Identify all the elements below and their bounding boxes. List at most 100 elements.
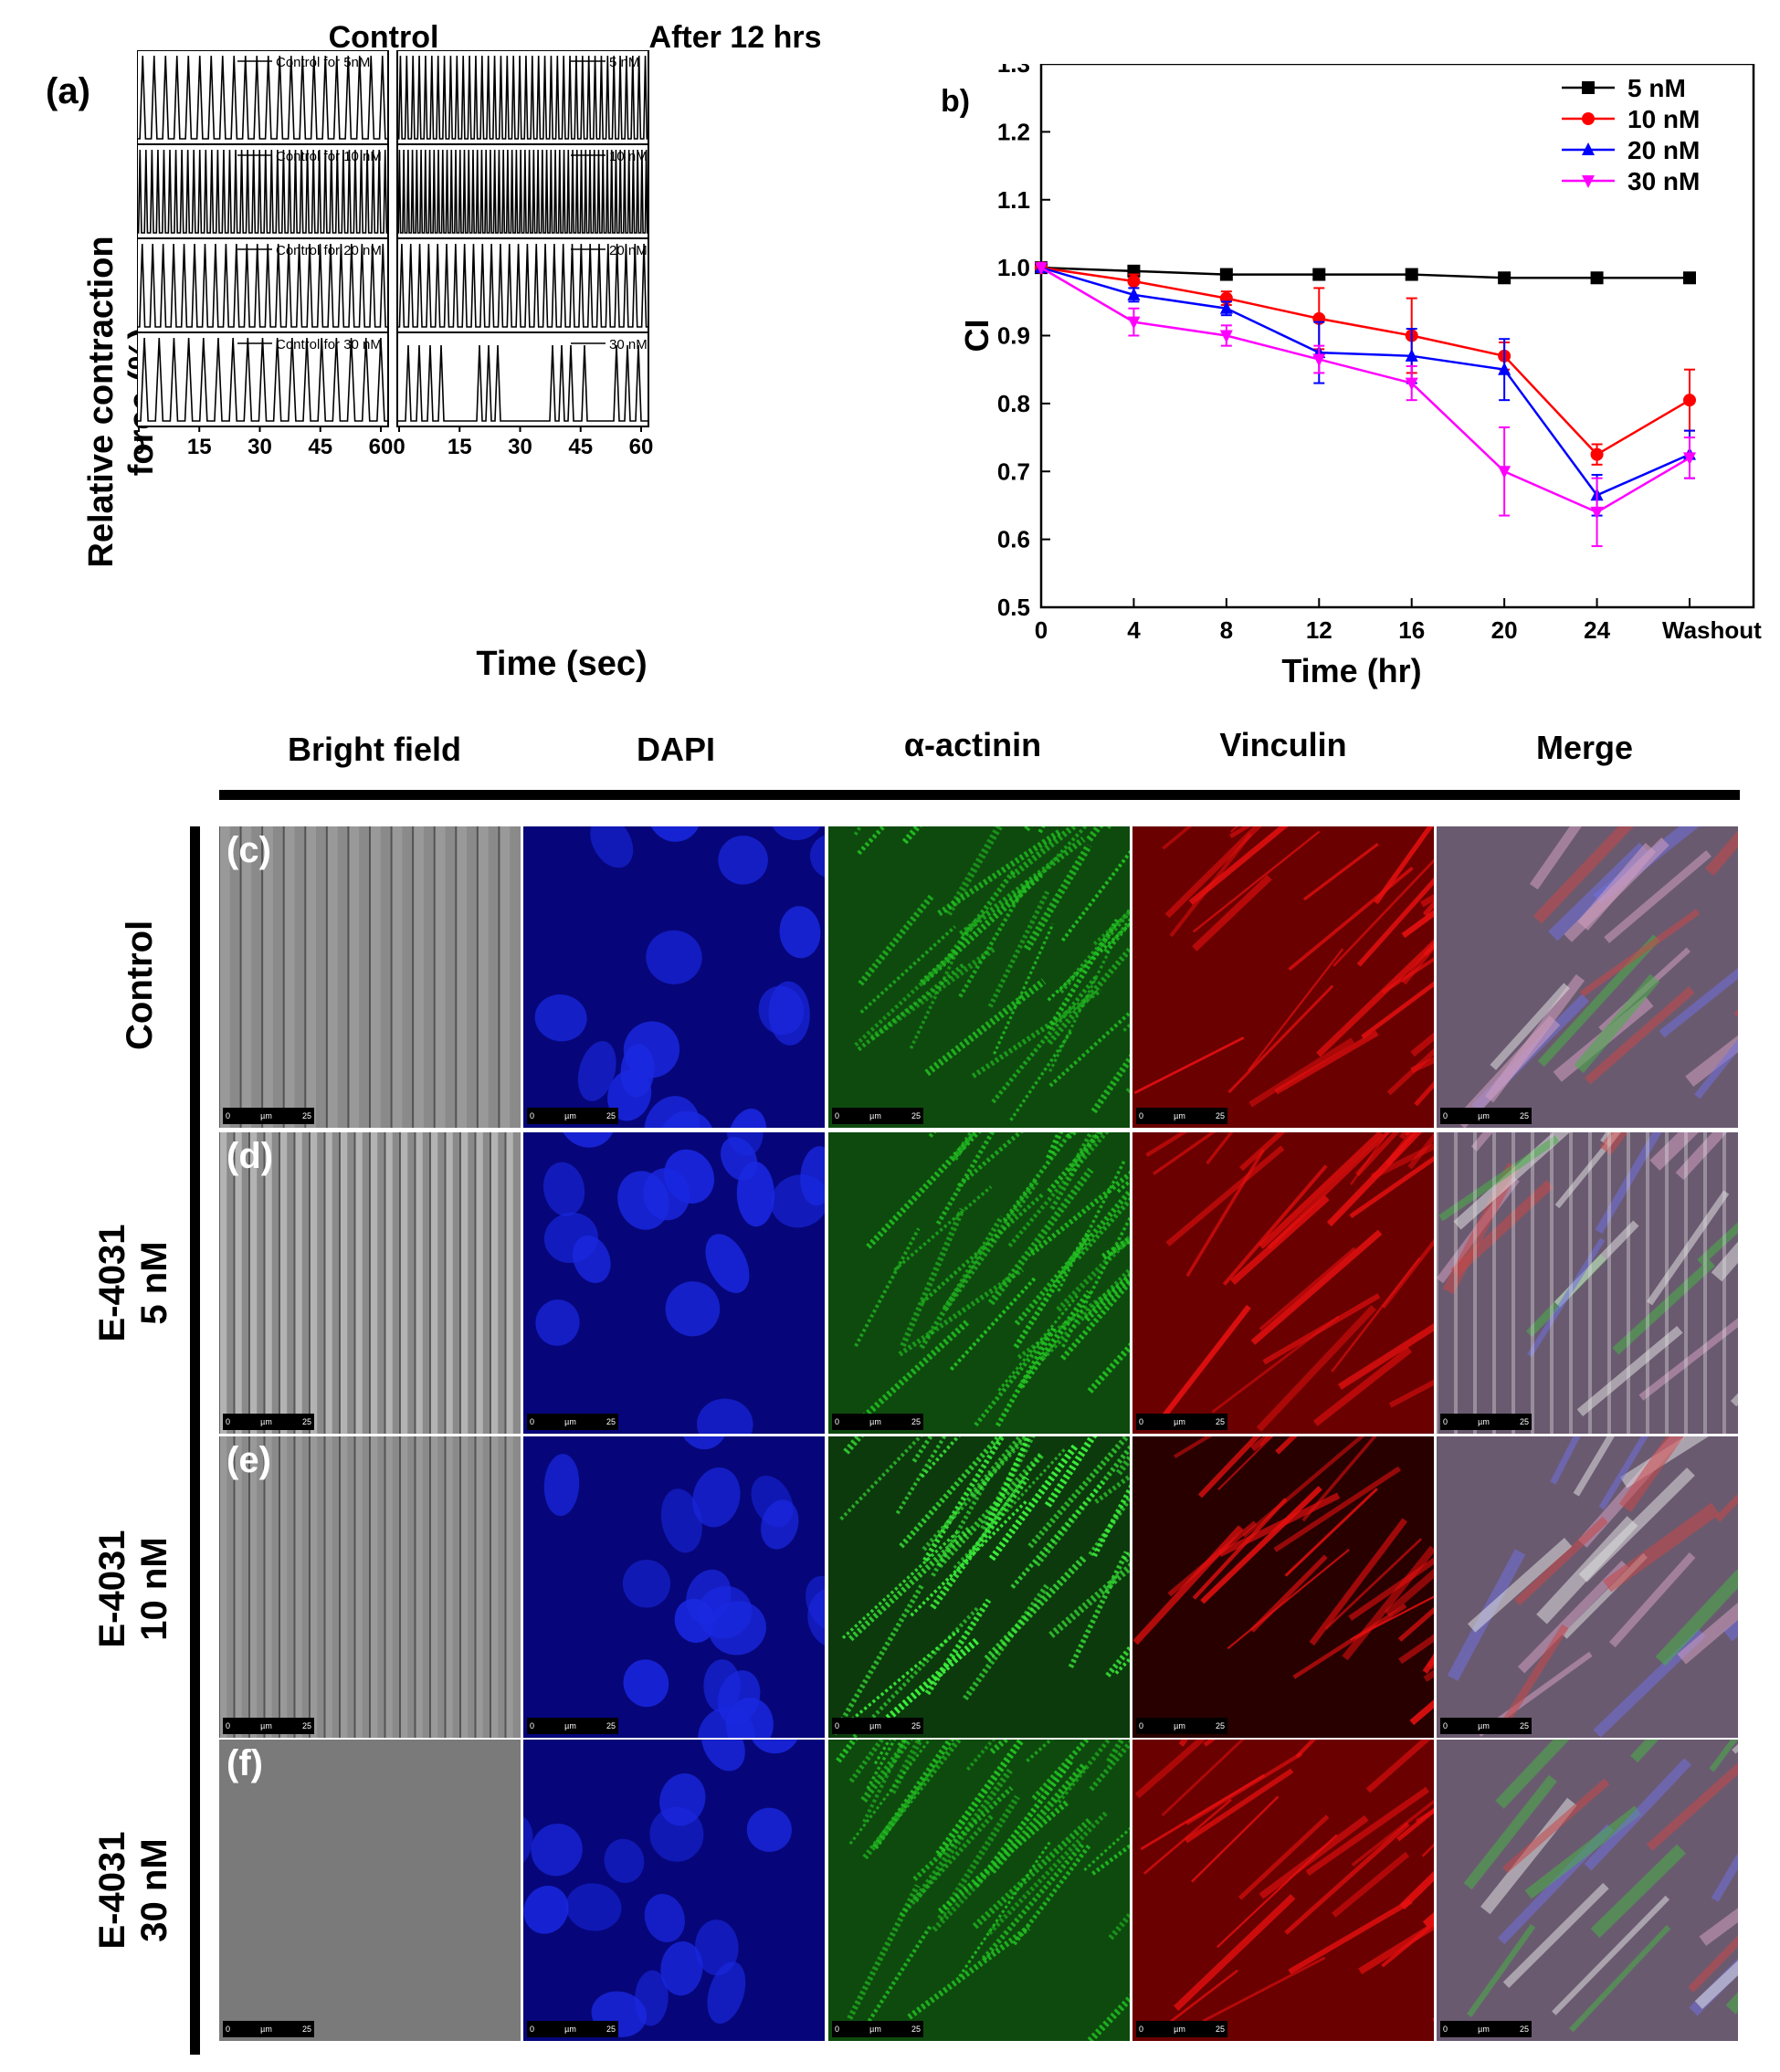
overlay [1697,1222,1738,1266]
nucleus [664,1149,715,1204]
data-point [1312,353,1326,367]
filament [1410,1057,1434,1074]
scale-bar-start: 0 [1139,1111,1144,1120]
y-tick-label: 1.2 [997,118,1030,145]
overlay [1646,1190,1730,1306]
scale-bar-end: 25 [606,1111,616,1120]
data-point [1035,262,1048,276]
scale-bar: 0 µm 25 [1136,2021,1227,2037]
filament [1267,1132,1391,1250]
fiber [985,1436,1032,1527]
fiber [937,1794,1020,1920]
row-label-line: E-4031 [92,1831,132,1950]
y-tick-label: 0.7 [997,458,1030,485]
micrograph-image [219,1132,521,1434]
fiber [1014,1189,1130,1326]
groove [234,1436,242,1738]
fiber [871,1740,955,1850]
groove [490,1132,499,1434]
groove [279,1132,288,1434]
filament [1332,1851,1410,1918]
overlay [1463,1774,1557,1890]
scale-bar-end: 25 [1215,1111,1225,1120]
overlay [1655,1569,1738,1667]
filament [1259,1132,1384,1249]
data-point [1312,268,1326,281]
data-point [1590,506,1604,520]
fiber [1047,944,1130,1046]
filament [1153,1132,1217,1175]
filament [1140,1773,1266,1851]
nucleus [644,1894,685,1942]
micrograph-image [1437,1132,1738,1434]
scale-bar-end: 25 [606,1417,616,1426]
series-line [1040,267,1690,514]
y-tick-label: 0.6 [997,526,1030,553]
groove [505,1436,513,1738]
fiber [1035,1444,1130,1567]
groove [499,826,511,1128]
scale-bar-end: 25 [911,1417,921,1426]
scale-bar-unit: µm [260,2025,272,2034]
filament [1217,1436,1274,1491]
scale-bar-start: 0 [530,2025,535,2034]
panel-a-control-title: Control [328,20,439,55]
filament [1288,1898,1413,1974]
nucleus [623,1659,669,1708]
bg [1437,1436,1738,1738]
groove [460,1436,469,1738]
scale-bar-end: 25 [1519,1721,1529,1730]
groove [264,1436,272,1738]
y-tick-label: 1.1 [997,186,1030,214]
overlay [1550,1436,1581,1485]
scale-bar: 0 µm 25 [527,2021,618,2037]
bg [219,1740,521,2041]
overlay [1711,1241,1738,1282]
bg [828,1132,1130,1434]
filament [1197,1436,1261,1499]
micrograph-dapi-row1: 0 µm 25 [523,826,825,1128]
micrograph-dapi-row4: 0 µm 25 [523,1740,825,2041]
scale-bar-start: 0 [1139,1721,1144,1730]
scale-bar-start: 0 [835,1417,840,1426]
groove [324,1436,332,1738]
col-header-alpha-actinin: α-actinin [903,726,1042,763]
trace-legend: 5 nM [609,55,639,70]
overlay [1694,1960,1738,2009]
scale-bar-unit: µm [1174,2025,1185,2034]
data-point [1498,271,1511,285]
panel-letter: (f) [226,1743,263,1783]
scale-bar: 0 µm 25 [832,1718,923,1734]
fiber [946,868,1017,959]
filament [1410,1032,1434,1057]
x-tick-label: 16 [1398,616,1425,644]
col-header-dapi: DAPI [636,731,715,768]
groove [430,1132,438,1434]
micrograph-bright-field-row1: (c) 0 µm 25 [219,826,521,1128]
filament [1164,826,1262,919]
groove [475,1132,483,1434]
data-point [1683,271,1696,285]
scale-bar-start: 0 [1443,1417,1448,1426]
filament [1381,957,1434,994]
overlay [1675,1132,1728,1181]
panel-a-letter: (a) [46,71,90,111]
bg [1132,826,1434,1128]
micrograph-image [1132,1740,1434,2041]
fiber [854,1227,921,1347]
x-tick-label: 15 [187,435,212,459]
legend-label: 10 nM [1627,105,1700,133]
overlay [1709,1740,1738,1772]
scale-bar-end: 25 [911,1111,921,1120]
groove [310,1436,318,1738]
overlay [1573,1436,1615,1497]
panel-letter: (c) [226,830,271,870]
overlay [1564,837,1669,942]
data-point [1405,348,1418,362]
overlay [1585,986,1695,1085]
scale-bar-start: 0 [226,2025,231,2034]
filament [1250,1229,1383,1345]
groove [340,1132,348,1434]
groove [294,1436,302,1738]
filament [1242,1436,1365,1538]
